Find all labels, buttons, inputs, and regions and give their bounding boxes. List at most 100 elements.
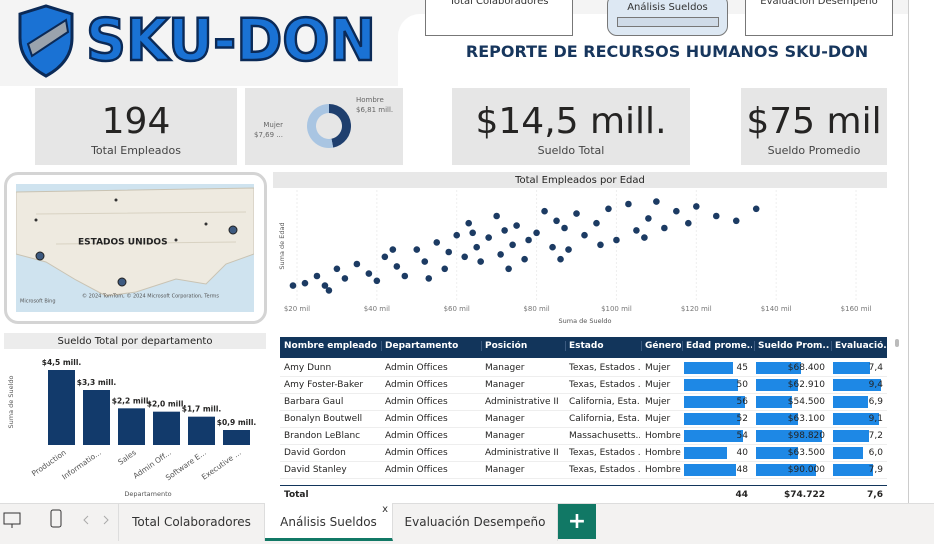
table-cell-number: 7,9 [868,465,883,475]
column-header: Evaluació... [831,341,887,351]
desktop-icon[interactable] [3,512,21,525]
kpi-card: $14,5 mill. Sueldo Total [452,88,690,165]
data-label: $7,69 ... [254,131,283,139]
table-cell: Admin Offices [385,380,448,390]
column-header: Género [641,341,681,351]
x-tick-label: $60 mil [444,305,470,313]
data-label: $2,2 mill. [112,396,152,405]
donut-card [245,88,403,165]
data-bar [684,396,745,408]
data-bar [756,447,799,459]
scatter-point [685,219,692,227]
data-bar [684,447,728,459]
table: Nombre empleado Departamento Posición Estad… [280,337,899,505]
column-header: Estado [565,341,640,351]
tab-label: Análisis Sueldos [280,515,377,529]
page-tab[interactable]: Total Colaboradores [118,503,265,541]
map-attribution: © 2024 TomTom, © 2024 Microsoft Corporat… [82,293,219,300]
nav-button-active[interactable]: Análisis Sueldos [607,0,728,36]
table-header-bg [280,337,887,358]
scatter-point [393,263,401,270]
page-arrows[interactable] [83,515,109,525]
add-tab[interactable]: + [558,504,596,539]
bar [223,430,250,445]
table-cell-number: 52 [736,414,748,424]
scatter-point [465,219,472,227]
scatter-point [501,227,508,234]
table-row [280,360,887,377]
scatter-point [401,272,409,280]
x-tick-label: Informatio... [60,448,103,482]
scatter-point [513,222,520,229]
scatter-point [549,243,556,251]
logo-text: SKU-DON [86,6,376,74]
table-cell: Bonalyn Boutwell [284,414,363,424]
total-value: $74.722 [784,490,825,500]
scatter-point [557,255,564,263]
nav-label: Total Colaboradores [449,0,549,7]
page-tab[interactable]: Evaluación Desempeño [393,503,558,541]
legend-label: Mujer [263,121,283,129]
logo: SKU-DON [18,4,377,78]
data-bar [684,464,737,476]
data-bar [756,396,793,408]
scatter-point [541,207,548,215]
nav-indicator [616,17,719,27]
map: ESTADOS UNIDOS Microsoft Bing © 2024 Tom… [16,184,254,312]
scatter-point [525,236,532,244]
kpi-value: $14,5 mill. [475,101,667,142]
data-bar [756,413,798,425]
scatter-point [477,258,484,265]
chart-title-bg [273,172,887,188]
table-cell: Administrative II [485,448,559,458]
table-cell: Manager [485,414,525,424]
table-row [280,411,887,428]
table-cell-number: $63.100 [787,414,825,424]
table-cell: David Gordon [284,448,346,458]
phone-icon[interactable] [50,509,62,528]
kpi-value: 194 [101,101,171,142]
table-cell-number: $90.000 [787,465,825,475]
table-cell: Amy Dunn [284,363,332,373]
data-bar [756,464,816,476]
donut-slice [306,104,334,148]
tab-close[interactable]: x [382,504,388,515]
table-cell-number: 45 [736,363,748,373]
data-bar [833,430,870,442]
scatter-point [752,205,760,213]
column-header: Nombre empleado [284,341,378,351]
table-cell-number: 6,9 [868,397,883,407]
scatter-point [605,205,612,213]
column-header: Departamento [381,341,479,351]
data-bar [684,379,739,391]
data-bar [756,379,798,391]
nav-button[interactable]: Evaluación Desempeño [745,0,893,36]
table-row [280,377,887,394]
y-axis-label: Suma de Edad [278,222,286,269]
table-cell: Barbara Gaul [284,397,344,407]
kpi-label: Sueldo Promedio [767,144,861,157]
kpi-card: $75 mil Sueldo Promedio [741,88,887,165]
table-cell-number: $98.820 [787,431,825,441]
table-cell-number: $62.910 [787,380,825,390]
scatter-point [561,224,568,232]
scatter-point [613,236,620,244]
table-cell-number: 48 [736,465,748,475]
scatter-point [653,198,660,205]
data-label: $6,81 mill. [356,106,393,114]
table-cell-number: 6,0 [868,448,883,458]
scatter-point [381,253,389,261]
report-title: REPORTE DE RECURSOS HUMANOS SKU-DON [465,42,869,61]
data-label: $2,0 mill. [147,400,187,409]
scatter-point [421,258,429,265]
table-cell: Texas, Estados ... [569,363,640,373]
table-cell: Administrative II [485,397,559,407]
scatter-point [485,234,492,241]
scatter-point [732,217,740,225]
scatter-point [633,227,640,234]
page-tab-active[interactable]: Análisis Sueldos x [265,503,393,541]
scatter-point [289,282,297,289]
scatter-point [441,265,449,273]
nav-button[interactable]: Total Colaboradores [425,0,573,36]
